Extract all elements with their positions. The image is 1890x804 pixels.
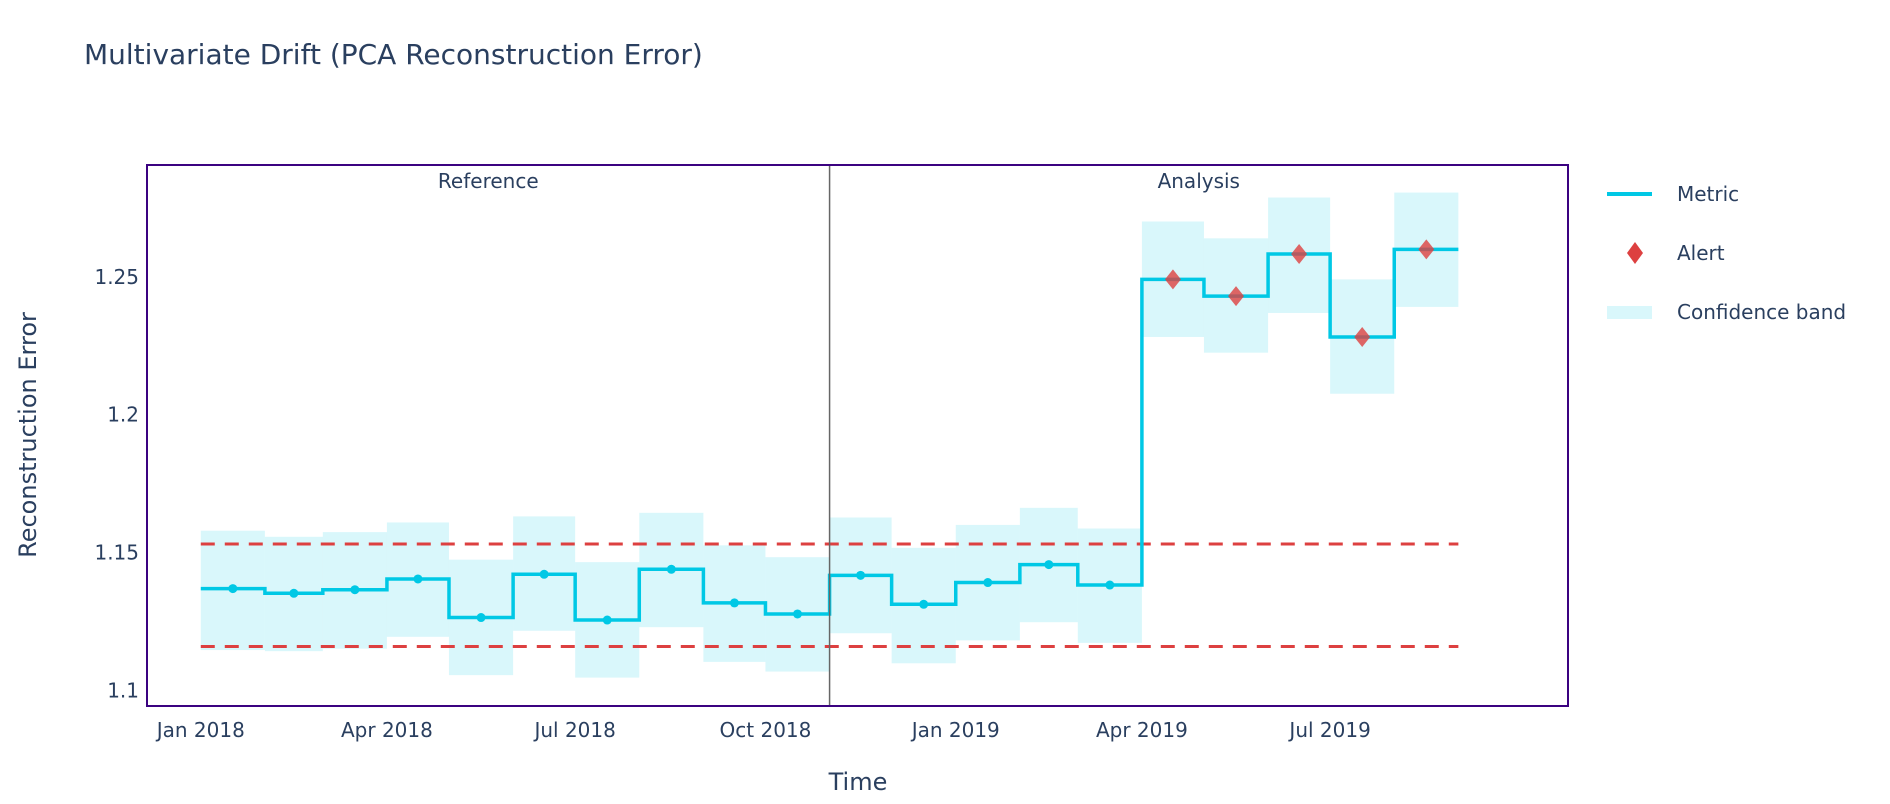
metric-point: [228, 584, 238, 594]
legend-band-swatch: [1607, 306, 1652, 319]
legend-alert-label[interactable]: Alert: [1677, 241, 1725, 265]
x-tick-label: Apr 2019: [1096, 718, 1188, 742]
x-tick-label: Jul 2019: [1287, 718, 1370, 742]
y-axis-ticks: 1.1 1.15 1.2 1.25: [94, 265, 139, 702]
metric-point: [729, 598, 739, 608]
metric-point: [666, 564, 676, 574]
plot-area: [146, 164, 1569, 707]
metric-point: [983, 578, 993, 588]
chart-title: Multivariate Drift (PCA Reconstruction E…: [84, 38, 703, 71]
metric-point: [793, 609, 803, 619]
y-tick-label: 1.2: [107, 403, 139, 427]
plot-border: [146, 164, 1569, 707]
legend[interactable]: Metric Alert Confidence band: [1607, 182, 1846, 324]
metric-point: [602, 615, 612, 625]
x-tick-label: Oct 2018: [720, 718, 812, 742]
alert-marker: [1354, 326, 1371, 347]
alert-marker: [1418, 239, 1435, 260]
legend-band-label[interactable]: Confidence band: [1677, 300, 1846, 324]
metric-point: [919, 599, 929, 609]
metric-point: [350, 585, 360, 595]
x-tick-label: Apr 2018: [341, 718, 433, 742]
x-tick-label: Jul 2018: [532, 718, 615, 742]
y-tick-label: 1.1: [107, 678, 139, 702]
x-tick-label: Jan 2019: [910, 718, 1000, 742]
legend-alert-diamond-icon: [1627, 242, 1643, 264]
legend-metric-label[interactable]: Metric: [1677, 182, 1739, 206]
x-axis-ticks: Jan 2018 Apr 2018 Jul 2018 Oct 2018 Jan 2019…: [155, 718, 1371, 742]
period-label-reference: Reference: [438, 169, 539, 193]
metric-point: [476, 613, 486, 623]
metric-point: [539, 569, 549, 579]
y-tick-label: 1.15: [94, 540, 139, 564]
metric-point: [413, 574, 423, 584]
metric-point: [856, 570, 866, 580]
x-axis-title: Time: [828, 768, 888, 796]
x-tick-label: Jan 2018: [155, 718, 245, 742]
y-axis-title: Reconstruction Error: [14, 312, 42, 558]
alert-marker: [1228, 286, 1245, 307]
y-tick-label: 1.25: [94, 265, 139, 289]
metric-point: [1044, 560, 1054, 570]
period-label-analysis: Analysis: [1158, 169, 1240, 193]
alert-marker: [1291, 244, 1308, 265]
metric-point: [1105, 580, 1115, 590]
alert-marker: [1164, 269, 1181, 290]
metric-point: [289, 588, 299, 598]
